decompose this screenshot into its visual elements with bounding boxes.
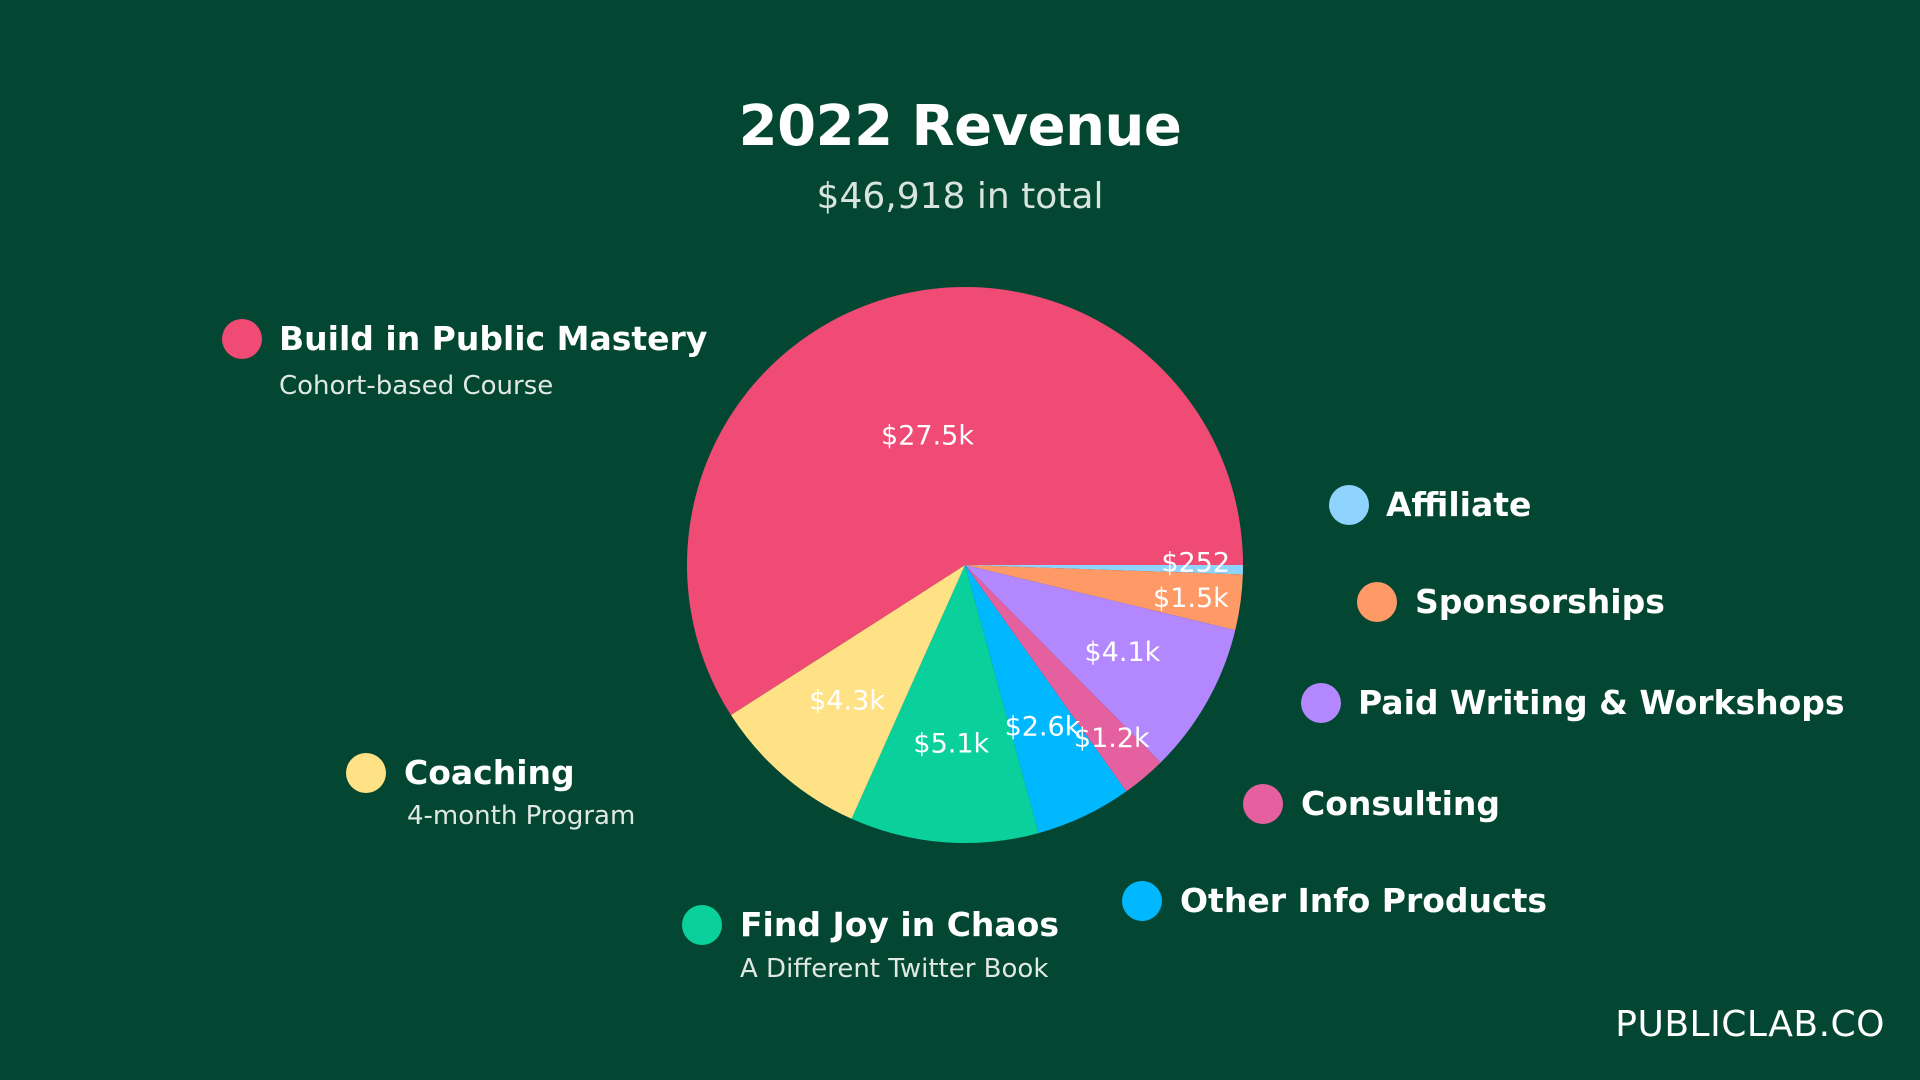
slice-value-label: $4.1k bbox=[1085, 637, 1161, 668]
legend-swatch bbox=[222, 319, 262, 359]
legend-label: Affiliate bbox=[1386, 485, 1532, 524]
legend-swatch bbox=[1122, 881, 1162, 921]
pie-slice-build-in-public-mastery bbox=[687, 287, 1243, 716]
slice-value-label: $5.1k bbox=[913, 729, 989, 760]
pie-slice-affiliate bbox=[965, 565, 1243, 575]
legend-swatch bbox=[682, 905, 722, 945]
pie-slice-sponsorships bbox=[965, 565, 1243, 631]
brand-watermark: PUBLICLAB.CO bbox=[1615, 1004, 1885, 1045]
slice-value-label: $2.6k bbox=[1005, 712, 1081, 743]
legend-label: Paid Writing & Workshops bbox=[1358, 683, 1845, 722]
legend-swatch bbox=[1329, 485, 1369, 525]
legend-sublabel: 4-month Program bbox=[407, 801, 636, 831]
chart-title: 2022 Revenue bbox=[738, 94, 1182, 159]
slice-value-label: $1.2k bbox=[1074, 723, 1150, 754]
legend-label: Coaching bbox=[404, 753, 575, 792]
legend-label: Build in Public Mastery bbox=[279, 319, 708, 358]
legend-swatch bbox=[1243, 784, 1283, 824]
pie-slice-coaching bbox=[730, 565, 965, 819]
legend-label: Find Joy in Chaos bbox=[740, 905, 1059, 944]
slice-value-label: $252 bbox=[1161, 547, 1230, 578]
pie-slice-find-joy-in-chaos bbox=[851, 565, 1039, 843]
legend-swatch bbox=[346, 753, 386, 793]
legend-swatch bbox=[1357, 582, 1397, 622]
legend-label: Consulting bbox=[1301, 784, 1501, 823]
legend-label: Other Info Products bbox=[1180, 881, 1547, 920]
slice-value-label: $27.5k bbox=[881, 420, 974, 451]
slice-value-label: $1.5k bbox=[1153, 583, 1229, 614]
pie-slice-paid-writing-workshops bbox=[965, 565, 1236, 763]
legend-swatch bbox=[1301, 683, 1341, 723]
pie-slice-other-info-products bbox=[965, 565, 1127, 834]
legend-sublabel: Cohort-based Course bbox=[279, 371, 554, 401]
chart-subtitle: $46,918 in total bbox=[816, 176, 1104, 217]
legend-label: Sponsorships bbox=[1415, 582, 1665, 621]
legend-sublabel: A Different Twitter Book bbox=[740, 954, 1049, 984]
slice-value-label: $4.3k bbox=[809, 686, 885, 717]
pie-slice-consulting bbox=[965, 565, 1161, 792]
